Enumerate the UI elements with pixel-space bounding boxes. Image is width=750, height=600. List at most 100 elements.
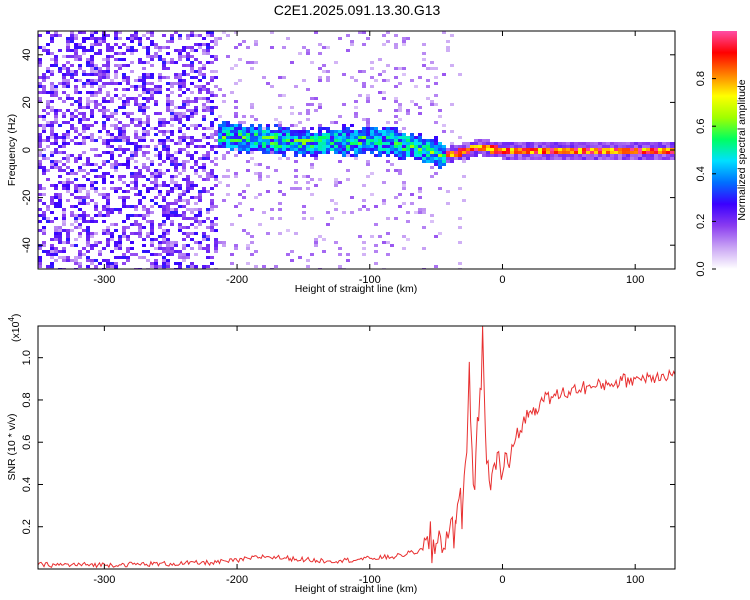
heatmap-cell: [114, 88, 118, 91]
heatmap-cell: [250, 208, 254, 211]
heatmap-cell: [358, 94, 362, 97]
heatmap-cell: [142, 196, 146, 199]
x-tick-label: -100: [359, 574, 381, 586]
heatmap-cell: [278, 106, 282, 109]
heatmap-cell: [62, 259, 66, 262]
heatmap-cell: [82, 151, 86, 154]
heatmap-cell: [130, 232, 134, 235]
heatmap-cell: [166, 106, 170, 109]
heatmap-cell: [194, 106, 198, 109]
heatmap-cell: [238, 139, 242, 142]
heatmap-cell: [42, 91, 46, 94]
heatmap-cell: [398, 118, 402, 121]
heatmap-cell: [234, 46, 238, 49]
heatmap-cell: [166, 130, 170, 133]
heatmap-cell: [218, 37, 222, 40]
heatmap-cell: [162, 238, 166, 241]
colorbar-ticks: 0.00.20.40.60.8: [695, 71, 716, 277]
heatmap-cell: [230, 127, 234, 130]
heatmap-cell: [170, 58, 174, 61]
heatmap-cell: [446, 202, 450, 205]
heatmap-cell: [62, 112, 66, 115]
heatmap-cell: [434, 94, 438, 97]
heatmap-cell: [78, 67, 82, 70]
heatmap-cell: [38, 208, 42, 211]
heatmap-cell: [342, 154, 346, 157]
heatmap-cell: [458, 262, 462, 265]
heatmap-cell: [278, 181, 282, 184]
heatmap-cell: [62, 76, 66, 79]
heatmap-cell: [134, 193, 138, 196]
heatmap-cell: [394, 133, 398, 136]
heatmap-cell: [278, 121, 282, 124]
heatmap-cell: [194, 34, 198, 37]
heatmap-cell: [70, 118, 74, 121]
heatmap-cell: [326, 133, 330, 136]
heatmap-cell: [306, 52, 310, 55]
heatmap-cell: [54, 250, 58, 253]
heatmap-cell: [94, 70, 98, 73]
heatmap-cell: [366, 37, 370, 40]
heatmap-cell: [326, 211, 330, 214]
heatmap-cell: [366, 127, 370, 130]
heatmap-cell: [450, 160, 454, 163]
x-tick-label: 100: [626, 574, 644, 586]
heatmap-cell: [146, 46, 150, 49]
heatmap-cell: [658, 142, 662, 145]
heatmap-cell: [170, 40, 174, 43]
heatmap-cell: [206, 142, 210, 145]
heatmap-cell: [110, 262, 114, 265]
heatmap-cell: [186, 208, 190, 211]
heatmap-cell: [330, 136, 334, 139]
heatmap-cell: [398, 145, 402, 148]
heatmap-cell: [350, 40, 354, 43]
heatmap-cell: [126, 190, 130, 193]
heatmap-cell: [578, 145, 582, 148]
heatmap-cell: [262, 151, 266, 154]
heatmap-cell: [170, 208, 174, 211]
heatmap-cell: [214, 184, 218, 187]
heatmap-cell: [250, 133, 254, 136]
heatmap-cell: [58, 205, 62, 208]
heatmap-cell: [218, 127, 222, 130]
heatmap-cell: [150, 34, 154, 37]
heatmap-cell: [94, 82, 98, 85]
heatmap-cell: [430, 151, 434, 154]
heatmap-cell: [118, 235, 122, 238]
heatmap-cell: [82, 70, 86, 73]
heatmap-cell: [342, 103, 346, 106]
heatmap-cell: [50, 73, 54, 76]
heatmap-cell: [202, 52, 206, 55]
heatmap-cell: [78, 217, 82, 220]
heatmap-cell: [418, 148, 422, 151]
heatmap-cell: [170, 109, 174, 112]
heatmap-cell: [126, 46, 130, 49]
heatmap-cell: [502, 151, 506, 154]
heatmap-cell: [166, 229, 170, 232]
heatmap-cell: [174, 202, 178, 205]
heatmap-cell: [202, 118, 206, 121]
heatmap-cell: [54, 142, 58, 145]
heatmap-cell: [226, 142, 230, 145]
heatmap-cell: [434, 121, 438, 124]
heatmap-cell: [134, 205, 138, 208]
heatmap-cell: [190, 232, 194, 235]
heatmap-cell: [94, 169, 98, 172]
heatmap-cell: [142, 127, 146, 130]
heatmap-cell: [546, 145, 550, 148]
heatmap-cell: [526, 145, 530, 148]
heatmap-cell: [54, 226, 58, 229]
heatmap-cell: [130, 40, 134, 43]
heatmap-cell: [170, 115, 174, 118]
heatmap-cell: [82, 124, 86, 127]
heatmap-cell: [138, 232, 142, 235]
heatmap-cell: [166, 145, 170, 148]
heatmap-cell: [318, 178, 322, 181]
heatmap-cell: [98, 43, 102, 46]
heatmap-cell: [214, 241, 218, 244]
heatmap-cell: [70, 205, 74, 208]
heatmap-cell: [294, 148, 298, 151]
heatmap-cell: [366, 136, 370, 139]
heatmap-cell: [234, 115, 238, 118]
heatmap-cell: [78, 43, 82, 46]
